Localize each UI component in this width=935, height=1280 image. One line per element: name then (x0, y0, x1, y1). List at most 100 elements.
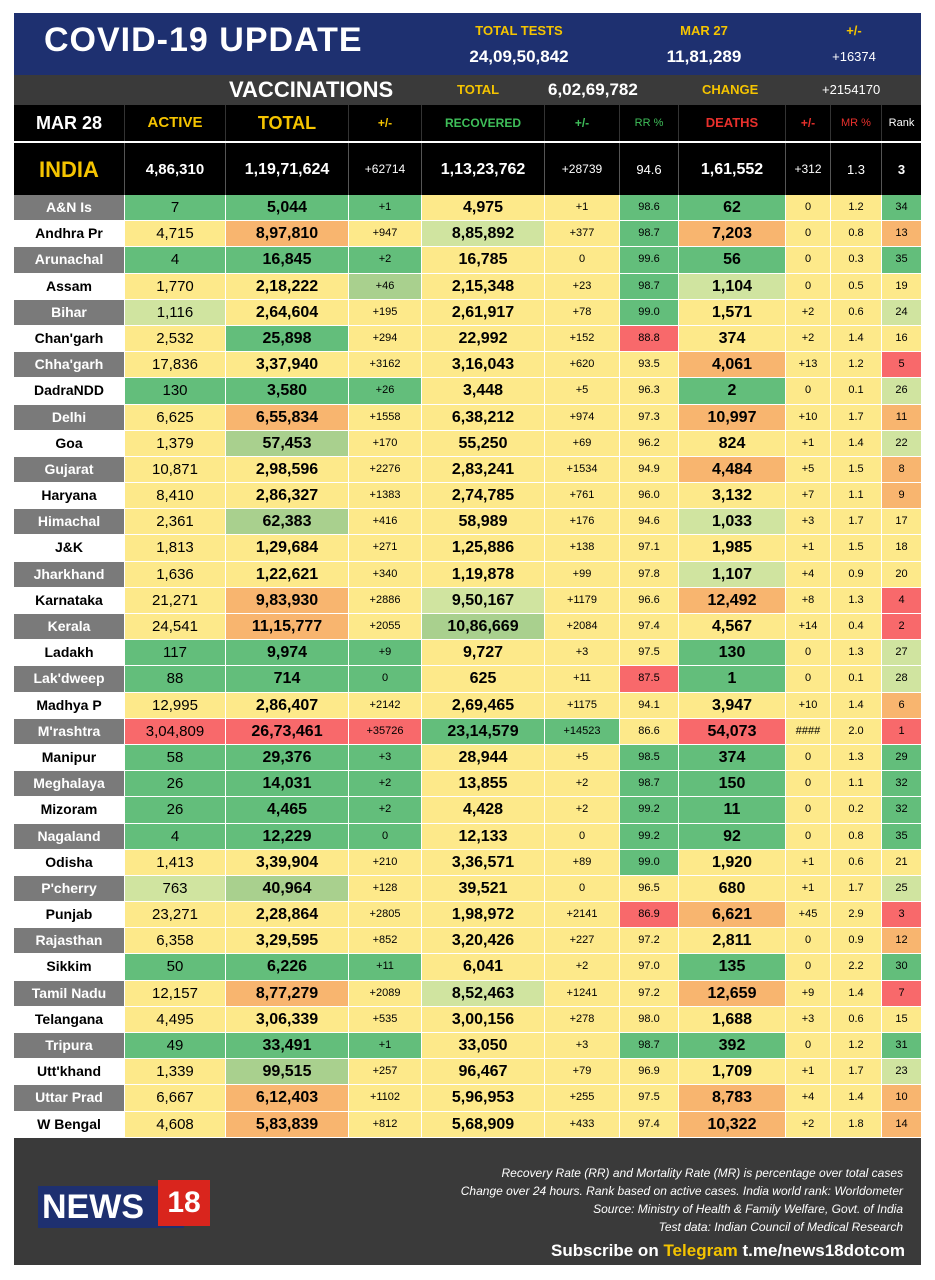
state-total: 1,22,621 (226, 561, 349, 588)
state-mr: 0.5 (831, 273, 882, 300)
state-total: 2,86,407 (226, 692, 349, 719)
state-total: 3,39,904 (226, 849, 349, 876)
state-mr: 1.2 (831, 1033, 882, 1060)
state-active: 10,871 (125, 456, 226, 484)
state-total: 8,77,279 (226, 980, 349, 1007)
india-deaths: 1,61,552 (679, 143, 786, 196)
vaccinations-label: VACCINATIONS (229, 77, 394, 102)
table-row: Chha'garh 17,836 3,37,940 +3162 3,16,043 +620… (14, 352, 922, 379)
state-deaths-change: 0 (786, 744, 831, 772)
state-rr: 93.5 (620, 352, 679, 379)
telegram-link[interactable]: t.me/news18dotcom (742, 1241, 906, 1260)
state-total-change: 0 (349, 823, 422, 850)
state-active: 7 (125, 195, 226, 222)
state-recovered: 33,050 (422, 1033, 545, 1060)
state-recovered-change: +14523 (545, 718, 620, 745)
state-total-change: +2276 (349, 456, 422, 484)
state-recovered-change: +1179 (545, 587, 620, 614)
col-deaths: DEATHS (679, 105, 786, 141)
table-row: Karnataka 21,271 9,83,930 +2886 9,50,167 +117… (14, 587, 922, 614)
state-total-change: +46 (349, 273, 422, 300)
state-recovered: 3,16,043 (422, 352, 545, 379)
table-row: W Bengal 4,608 5,83,839 +812 5,68,909 +433 97.… (14, 1111, 922, 1138)
table-row: Uttar Prad 6,667 6,12,403 +1102 5,96,953 +255… (14, 1085, 922, 1112)
state-total: 99,515 (226, 1059, 349, 1086)
state-active: 763 (125, 875, 226, 903)
state-deaths: 7,203 (679, 221, 786, 248)
date-label: MAR 27 (680, 23, 728, 38)
state-deaths-change: +2 (786, 325, 831, 353)
state-recovered: 2,83,241 (422, 456, 545, 484)
state-total: 12,229 (226, 823, 349, 850)
state-mr: 0.3 (831, 247, 882, 274)
state-deaths: 374 (679, 744, 786, 772)
state-total: 5,044 (226, 195, 349, 222)
state-mr: 0.8 (831, 221, 882, 248)
state-active: 4,495 (125, 1006, 226, 1033)
state-active: 12,995 (125, 692, 226, 719)
state-name: Chan'garh (14, 325, 125, 353)
state-mr: 1.7 (831, 875, 882, 903)
state-total-change: +1558 (349, 404, 422, 431)
state-deaths-change: +5 (786, 456, 831, 484)
state-deaths-change: 0 (786, 823, 831, 850)
state-recovered: 4,975 (422, 195, 545, 222)
state-total-change: +1383 (349, 483, 422, 510)
footnote-source: Source: Ministry of Health & Family Welf… (593, 1202, 903, 1216)
state-total-change: +9 (349, 640, 422, 667)
state-recovered: 8,52,463 (422, 980, 545, 1007)
vaccinations-band: VACCINATIONS TOTAL 6,02,69,782 CHANGE +2… (14, 75, 921, 105)
table-row: Delhi 6,625 6,55,834 +1558 6,38,212 +974 97.3 1… (14, 404, 922, 431)
state-recovered: 10,86,669 (422, 614, 545, 641)
state-deaths-change: +1 (786, 430, 831, 457)
state-name: DadraNDD (14, 378, 125, 405)
vacc-change-value: +2154170 (822, 82, 881, 97)
state-active: 23,271 (125, 902, 226, 929)
state-active: 4,608 (125, 1111, 226, 1138)
state-active: 88 (125, 666, 226, 693)
table-row: DadraNDD 130 3,580 +26 3,448 +5 96.3 2 0 0.1 26 (14, 378, 922, 405)
state-rank: 17 (882, 509, 922, 536)
state-total: 3,29,595 (226, 928, 349, 955)
state-name: Assam (14, 273, 125, 300)
state-total: 714 (226, 666, 349, 693)
state-deaths: 2 (679, 378, 786, 405)
state-deaths: 8,783 (679, 1085, 786, 1112)
infographic: COVID-19 UPDATE TOTAL TESTS 24,09,50,842… (14, 13, 922, 1265)
state-active: 1,813 (125, 535, 226, 562)
state-rank: 31 (882, 1033, 922, 1060)
state-rank: 3 (882, 902, 922, 929)
state-recovered-change: +1534 (545, 456, 620, 484)
state-rank: 25 (882, 875, 922, 903)
state-deaths: 374 (679, 325, 786, 353)
state-total-change: +271 (349, 535, 422, 562)
state-recovered-change: +138 (545, 535, 620, 562)
state-total-change: +947 (349, 221, 422, 248)
state-active: 2,361 (125, 509, 226, 536)
india-total-change: +62714 (349, 143, 422, 196)
state-name: Andhra Pr (14, 221, 125, 248)
state-active: 24,541 (125, 614, 226, 641)
state-deaths: 135 (679, 954, 786, 981)
state-name: Manipur (14, 744, 125, 772)
state-rank: 27 (882, 640, 922, 667)
state-recovered-change: +1 (545, 195, 620, 222)
state-rr: 97.8 (620, 561, 679, 588)
state-total: 2,18,222 (226, 273, 349, 300)
india-row: INDIA 4,86,310 1,19,71,624 +62714 1,13,2… (14, 141, 921, 196)
state-total-change: +128 (349, 875, 422, 903)
state-rr: 98.0 (620, 1006, 679, 1033)
footnote-tests: Test data: Indian Council of Medical Res… (658, 1220, 903, 1234)
state-name: W Bengal (14, 1111, 125, 1138)
state-name: Uttar Prad (14, 1085, 125, 1112)
table-row: Mizoram 26 4,465 +2 4,428 +2 99.2 11 0 0.2 32 (14, 797, 922, 824)
state-mr: 1.4 (831, 692, 882, 719)
state-name: Mizoram (14, 797, 125, 824)
state-active: 4 (125, 247, 226, 274)
state-deaths-change: +1 (786, 535, 831, 562)
state-rr: 98.5 (620, 744, 679, 772)
state-deaths: 12,492 (679, 587, 786, 614)
state-total: 2,98,596 (226, 456, 349, 484)
state-mr: 1.3 (831, 587, 882, 614)
state-active: 12,157 (125, 980, 226, 1007)
